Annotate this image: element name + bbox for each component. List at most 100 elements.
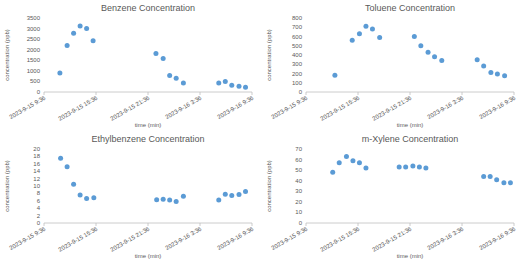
y-axis-label: concentration (ppb) <box>266 160 272 212</box>
chart-title: Benzene Concentration <box>101 3 195 13</box>
data-point <box>502 73 507 78</box>
x-tick-label: 2023-9-15 9:36 <box>8 225 47 251</box>
x-tick <box>148 92 149 95</box>
y-tick-label: 400 <box>292 52 303 58</box>
y-tick-label: 16 <box>33 161 40 167</box>
x-tick <box>306 223 307 226</box>
data-point <box>84 26 89 31</box>
x-tick <box>410 223 411 226</box>
data-point <box>229 193 234 198</box>
data-point <box>78 24 83 29</box>
chart-title: Toluene Concentration <box>365 3 455 13</box>
x-tick-label: 2023-9-16 9:36 <box>478 94 517 120</box>
data-point <box>216 80 221 85</box>
y-tick-label: 10 <box>33 183 40 189</box>
x-tick-label: 2023-9-15 15:36 <box>57 94 99 122</box>
chart-background <box>263 1 523 130</box>
data-group <box>57 24 248 90</box>
y-axis-label: concentration (ppb) <box>266 29 272 81</box>
figure: Benzene Concentration0500100015002000250… <box>0 0 523 261</box>
data-point <box>350 158 355 163</box>
x-tick-label: 2023-9-16 9:36 <box>216 225 255 251</box>
data-point <box>488 174 493 179</box>
data-point <box>426 50 431 55</box>
data-point <box>481 174 486 179</box>
data-point <box>481 64 486 69</box>
x-tick-label: 2023-9-15 15:36 <box>319 94 361 122</box>
data-point <box>65 43 70 48</box>
y-tick-label: 500 <box>30 78 41 84</box>
x-tick <box>514 92 515 95</box>
data-point <box>488 70 493 75</box>
chart: m-Xylene Concentration010203040506070202… <box>263 132 523 261</box>
x-axis-label: time (min) <box>397 122 424 128</box>
data-point <box>223 192 228 197</box>
chart-background <box>1 1 261 130</box>
data-point <box>337 160 342 165</box>
chart-title: Ethylbenzene Concentration <box>91 134 204 144</box>
y-tick-label: 0 <box>299 89 303 95</box>
x-tick-label: 2023-9-16 9:36 <box>478 225 517 251</box>
data-point <box>71 31 76 36</box>
data-point <box>78 192 83 197</box>
x-tick-label: 2023-9-15 15:36 <box>319 225 361 253</box>
x-tick <box>44 223 45 226</box>
y-tick-label: 200 <box>292 71 303 77</box>
data-point <box>332 73 337 78</box>
y-tick-label: 2000 <box>27 47 41 53</box>
y-tick-label: 300 <box>292 61 303 67</box>
data-point <box>508 180 513 185</box>
data-point <box>71 182 76 187</box>
x-tick-label: 2023-9-16 3:36 <box>164 225 203 251</box>
data-point <box>377 35 382 40</box>
x-tick-label: 2023-9-15 9:36 <box>8 94 47 120</box>
y-tick-label: 60 <box>295 157 302 163</box>
y-tick-label: 800 <box>292 15 303 21</box>
data-point <box>167 198 172 203</box>
chart-background <box>1 132 261 261</box>
data-group <box>58 156 248 204</box>
data-point <box>216 198 221 203</box>
data-point <box>410 163 415 168</box>
x-tick-label: 2023-9-15 21:36 <box>371 94 413 122</box>
x-tick <box>514 223 515 226</box>
data-point <box>418 43 423 48</box>
data-point <box>237 192 242 197</box>
y-tick-label: 12 <box>33 176 40 182</box>
y-tick-label: 14 <box>33 168 40 174</box>
data-point <box>330 170 335 175</box>
y-tick-label: 0 <box>299 220 303 226</box>
data-point <box>363 24 368 29</box>
x-tick <box>200 223 201 226</box>
data-point <box>58 156 63 161</box>
data-point <box>412 34 417 39</box>
x-tick <box>410 92 411 95</box>
x-tick <box>462 92 463 95</box>
y-tick-label: 50 <box>295 167 302 173</box>
x-tick-label: 2023-9-15 21:36 <box>109 225 151 253</box>
data-point <box>495 71 500 76</box>
x-axis-label: time (min) <box>397 253 424 259</box>
data-point <box>91 195 96 200</box>
data-point <box>417 164 422 169</box>
x-tick-label: 2023-9-15 21:36 <box>371 225 413 253</box>
data-point <box>350 38 355 43</box>
x-tick-label: 2023-9-15 15:36 <box>57 225 99 253</box>
data-point <box>397 164 402 169</box>
data-point <box>181 80 186 85</box>
chart-background <box>263 132 523 261</box>
data-point <box>223 79 228 84</box>
data-point <box>65 164 70 169</box>
x-tick <box>358 223 359 226</box>
x-tick <box>252 92 253 95</box>
data-point <box>174 76 179 81</box>
x-tick <box>96 92 97 95</box>
x-tick-label: 2023-9-16 3:36 <box>426 94 465 120</box>
y-tick-label: 1000 <box>27 68 41 74</box>
x-tick <box>252 223 253 226</box>
data-point <box>237 84 242 89</box>
data-point <box>363 166 368 171</box>
y-tick-label: 3500 <box>27 15 41 21</box>
y-tick-label: 600 <box>292 34 303 40</box>
x-tick-label: 2023-9-16 3:36 <box>164 94 203 120</box>
